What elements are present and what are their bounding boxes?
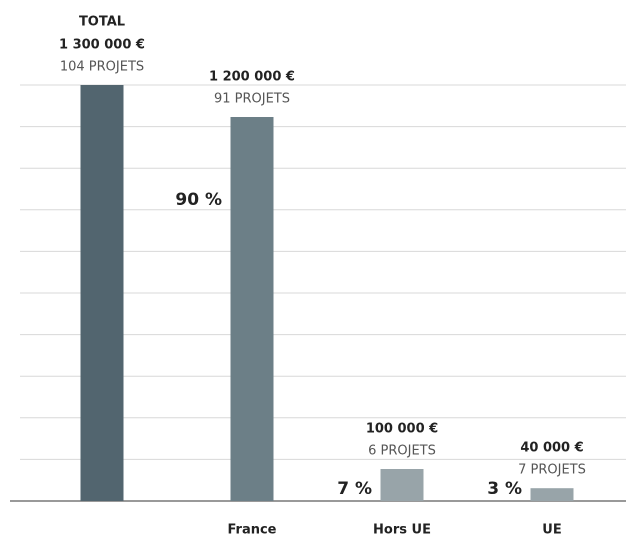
value-label: 1 200 000 € — [209, 70, 295, 85]
project-label: 91 PROJETS — [214, 92, 290, 107]
share-label: 7 % — [337, 479, 372, 499]
value-label: 40 000 € — [520, 441, 583, 456]
x-tick-label: France — [227, 523, 276, 536]
x-tick-label: Hors UE — [373, 523, 431, 536]
x-tick-label: UE — [542, 523, 561, 536]
project-label: 6 PROJETS — [368, 444, 436, 459]
project-label: 104 PROJETS — [60, 60, 144, 75]
bar — [230, 117, 274, 501]
bar — [80, 85, 124, 501]
value-label: 1 300 000 € — [59, 38, 145, 53]
share-label: 3 % — [487, 479, 522, 499]
value-label: 100 000 € — [366, 422, 438, 437]
share-label: 90 % — [175, 190, 222, 210]
total-label: TOTAL — [79, 15, 125, 30]
bar — [380, 469, 424, 501]
project-label: 7 PROJETS — [518, 463, 586, 478]
bar — [530, 488, 574, 501]
